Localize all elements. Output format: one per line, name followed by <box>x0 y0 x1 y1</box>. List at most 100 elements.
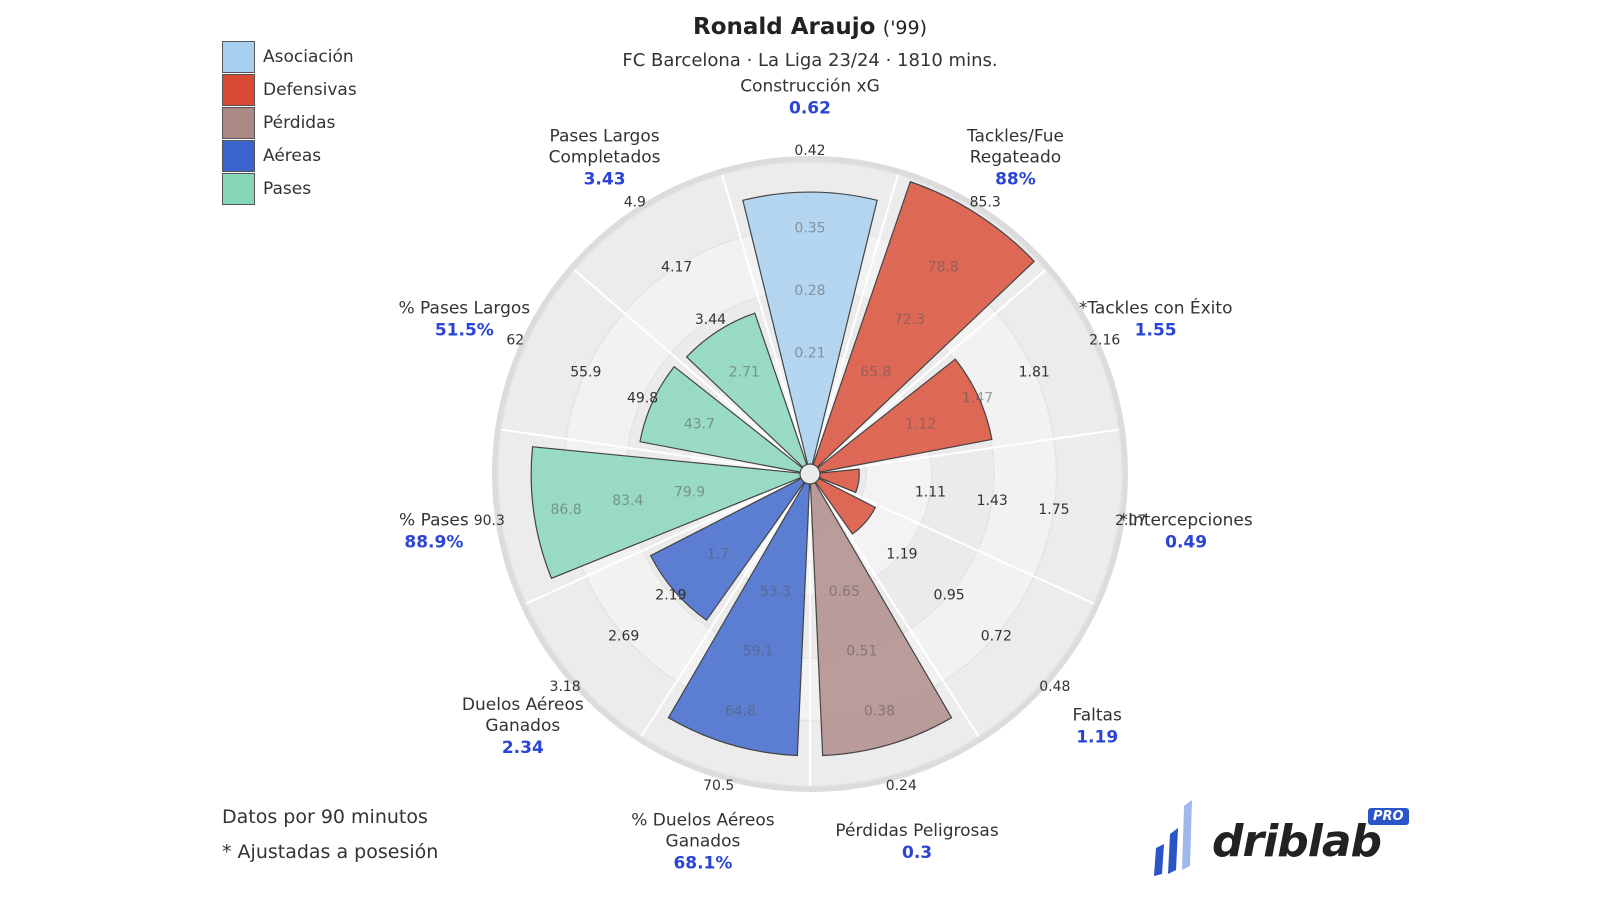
logo-text: driblab <box>1212 816 1382 867</box>
category-value: 2.34 <box>502 738 544 758</box>
polar-spoke <box>573 268 804 469</box>
legend-item-aereas: Aéreas <box>222 139 357 172</box>
bar-2 <box>817 358 993 473</box>
polar-spoke <box>818 477 1095 605</box>
polar-spoke <box>525 477 802 605</box>
polar-spoke <box>640 481 806 738</box>
tick-label: 1.19 <box>886 547 917 563</box>
legend-item-pases: Pases <box>222 172 357 205</box>
tick-label: 3.18 <box>550 679 581 695</box>
category-label: Pérdidas Peligrosas <box>835 821 998 841</box>
tick-label: 49.8 <box>627 391 658 407</box>
category-label: Completados <box>549 147 661 167</box>
bar-1 <box>812 180 1036 468</box>
legend-label: Defensivas <box>263 79 357 100</box>
tick-label: 2.71 <box>729 365 760 381</box>
category-label: Construcción xG <box>740 77 880 97</box>
tick-label: 0.28 <box>794 283 825 299</box>
category-label: Duelos Aéreos <box>462 695 584 715</box>
tick-label: 1.7 <box>707 547 729 563</box>
tick-label: 86.8 <box>550 502 581 518</box>
tick-label: 1.12 <box>905 416 936 432</box>
bar-4 <box>814 477 877 535</box>
bar-9 <box>639 365 803 473</box>
tick-label: 0.51 <box>846 644 877 660</box>
legend-swatch <box>222 106 255 139</box>
tick-label: 1.11 <box>915 484 946 500</box>
legend-label: Aéreas <box>263 145 322 166</box>
tick-label: 1.47 <box>962 391 993 407</box>
player-name: Ronald Araujo <box>692 14 876 40</box>
category-value: 1.19 <box>1076 727 1118 747</box>
tick-label: 85.3 <box>970 194 1001 210</box>
polar-spoke <box>819 428 1119 474</box>
bar-3 <box>818 468 860 494</box>
category-value: 1.55 <box>1135 321 1177 341</box>
tick-label: 70.5 <box>703 778 734 794</box>
polar-spoke <box>814 481 980 738</box>
tick-label: 0.95 <box>934 588 965 604</box>
adjusted-note: * Ajustadas a posesión <box>222 841 439 863</box>
tick-label: 83.4 <box>612 493 643 509</box>
tick-label: 79.9 <box>674 484 705 500</box>
tick-label: 53.3 <box>760 584 791 600</box>
tick-label: 90.3 <box>474 513 505 529</box>
legend-label: Pases <box>263 178 312 199</box>
chart-subtitle: FC Barcelona · La Liga 23/24 · 1810 mins… <box>622 50 998 71</box>
tick-label: 0.38 <box>864 703 895 719</box>
tick-label: 0.35 <box>794 221 825 237</box>
chart-title: Ronald Araujo ('99) <box>0 14 1620 40</box>
legend-item-defensivas: Defensivas <box>222 73 357 106</box>
polar-spoke <box>501 428 801 474</box>
legend-swatch <box>222 172 255 205</box>
category-label: Pases Largos <box>549 126 659 146</box>
legend-item-asociacion: Asociación <box>222 40 357 73</box>
category-value: 0.49 <box>1165 533 1207 553</box>
polar-spoke <box>811 174 899 465</box>
legend-label: Pérdidas <box>263 112 336 133</box>
legend-label: Asociación <box>263 46 354 67</box>
tick-label: 1.75 <box>1038 502 1069 518</box>
tick-label: 78.8 <box>928 260 959 276</box>
per90-note: Datos por 90 minutos <box>222 806 428 828</box>
tick-label: 0.65 <box>829 584 860 600</box>
legend-swatch <box>222 40 255 73</box>
bar-0 <box>742 191 878 466</box>
bar-5 <box>809 481 953 757</box>
tick-label: 2.19 <box>655 588 686 604</box>
category-value: 0.3 <box>902 843 932 863</box>
category-value: 88% <box>995 169 1036 189</box>
bar-10 <box>685 312 808 468</box>
driblab-mark-icon <box>1154 800 1192 876</box>
category-value: 88.9% <box>404 533 463 553</box>
category-value: 68.1% <box>673 854 732 874</box>
tick-label: 65.8 <box>860 365 891 381</box>
logo-badge: PRO <box>1368 808 1409 825</box>
tick-label: 4.9 <box>624 194 646 210</box>
tick-label: 2.07 <box>1115 513 1146 529</box>
category-label: Regateado <box>970 147 1061 167</box>
bar-7 <box>649 477 806 622</box>
tick-label: 2.16 <box>1089 332 1120 348</box>
bar-6 <box>667 481 811 757</box>
category-label: *Intercepciones <box>1120 511 1253 531</box>
polar-spoke <box>721 174 809 465</box>
bar-8 <box>530 446 802 580</box>
category-label: % Pases <box>399 511 469 531</box>
category-label: Ganados <box>666 832 741 852</box>
tick-label: 4.17 <box>661 260 692 276</box>
tick-label: 0.21 <box>794 345 825 361</box>
category-label: % Duelos Aéreos <box>631 811 775 831</box>
category-value: 3.43 <box>584 169 626 189</box>
category-label: Tackles/Fue <box>966 126 1064 146</box>
legend: Asociación Defensivas Pérdidas Aéreas Pa… <box>222 40 357 205</box>
category-value: 0.62 <box>789 99 831 119</box>
legend-item-perdidas: Pérdidas <box>222 106 357 139</box>
tick-label: 3.44 <box>695 312 726 328</box>
tick-label: 0.24 <box>886 778 917 794</box>
tick-label: 62 <box>506 332 524 348</box>
polar-spoke <box>816 268 1047 469</box>
category-value: 51.5% <box>435 321 494 341</box>
tick-label: 0.42 <box>794 143 825 159</box>
